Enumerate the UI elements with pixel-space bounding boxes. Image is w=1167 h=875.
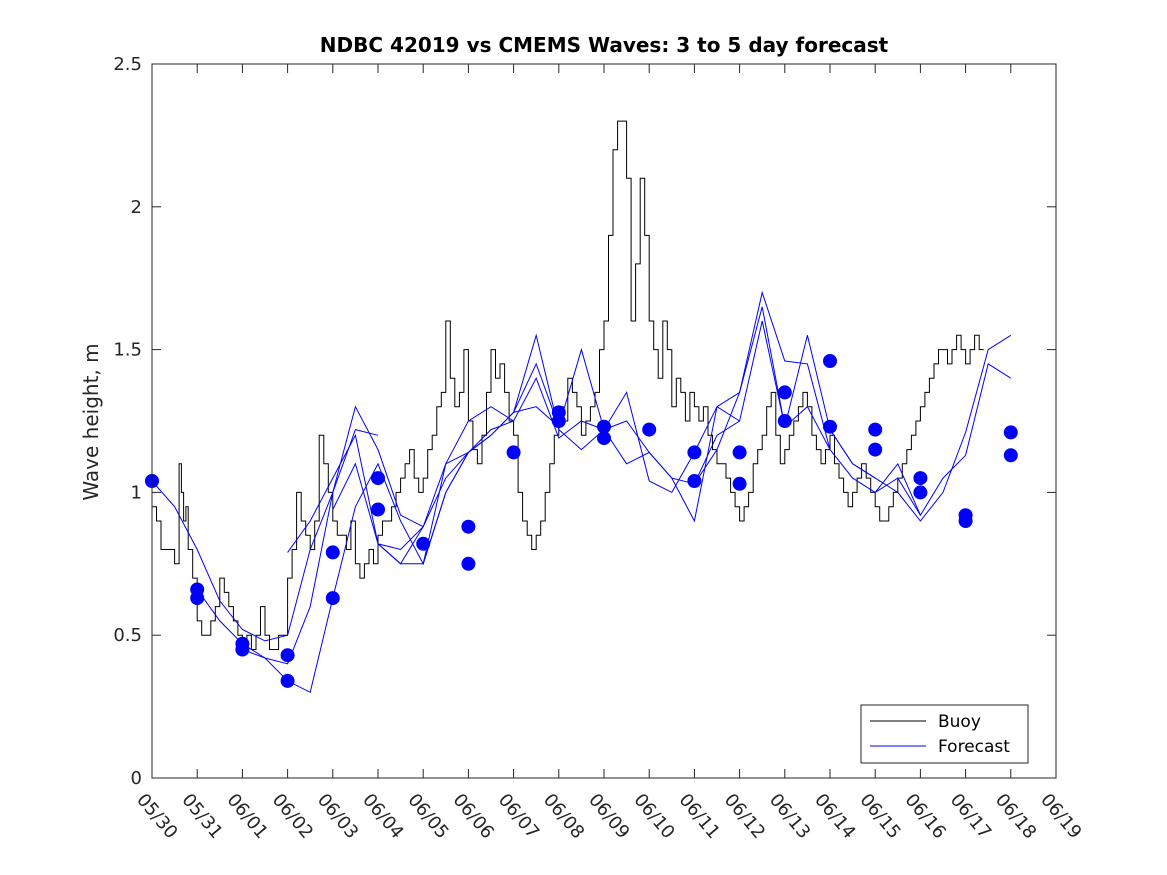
forecast-marker-5 xyxy=(235,642,250,657)
forecast-marker-20 xyxy=(642,422,657,437)
forecast-marker-21 xyxy=(687,445,702,460)
forecast-marker-13 xyxy=(461,519,476,534)
legend-buoy-label: Buoy xyxy=(938,712,981,732)
forecast-marker-28 xyxy=(823,419,837,434)
forecast-run-line-12 xyxy=(829,334,1012,522)
forecast-marker-19 xyxy=(597,431,611,446)
forecast-marker-29 xyxy=(868,422,883,437)
legend-forecast-label: Forecast xyxy=(938,737,1010,757)
forecast-marker-30 xyxy=(868,442,883,457)
forecast-marker-17 xyxy=(551,414,566,428)
forecast-marker-25 xyxy=(777,385,792,400)
chart-title: NDBC 42019 vs CMEMS Waves: 3 to 5 day fo… xyxy=(320,33,889,57)
forecast-marker-22 xyxy=(687,474,702,488)
forecast-marker-7 xyxy=(280,673,295,688)
y-tick-label-3: 1.5 xyxy=(113,340,142,361)
forecast-marker-32 xyxy=(913,485,928,500)
y-tick-label-1: 0.5 xyxy=(113,625,142,646)
forecast-marker-11 xyxy=(371,502,385,517)
forecast-run-line-7 xyxy=(422,376,650,564)
forecast-marker-35 xyxy=(1003,425,1018,440)
forecast-marker-10 xyxy=(371,471,385,486)
forecast-run-line-1 xyxy=(151,429,379,642)
forecast-run-line-5 xyxy=(332,362,560,565)
y-axis-label: Wave height, m xyxy=(79,343,103,500)
forecast-marker-9 xyxy=(325,591,340,606)
forecast-marker-34 xyxy=(958,514,973,528)
forecast-marker-15 xyxy=(506,445,521,460)
forecast-marker-3 xyxy=(190,591,205,606)
forecast-run-line-13 xyxy=(874,363,1012,517)
forecast-run-line-8 xyxy=(513,347,740,485)
forecast-marker-14 xyxy=(461,556,476,571)
y-tick-label-4: 2 xyxy=(131,197,142,218)
forecast-marker-8 xyxy=(325,545,340,560)
buoy-series-line xyxy=(152,120,984,650)
plot-area: 00.511.522.505/3005/3106/0106/0206/0306/… xyxy=(113,54,1085,843)
forecast-run-line-6 xyxy=(377,333,605,565)
forecast-marker-31 xyxy=(913,471,928,486)
forecast-marker-26 xyxy=(777,414,792,428)
y-tick-label-0: 0 xyxy=(131,768,142,789)
forecast-marker-23 xyxy=(732,445,747,460)
forecast-run-line-2 xyxy=(196,405,424,665)
forecast-marker-12 xyxy=(416,536,431,551)
forecast-marker-27 xyxy=(823,354,837,368)
y-tick-label-2: 1 xyxy=(131,482,142,503)
forecast-marker-36 xyxy=(1003,448,1018,463)
forecast-marker-24 xyxy=(732,476,747,491)
legend-box xyxy=(860,704,1029,764)
forecast-run-line-4 xyxy=(287,406,514,553)
forecast-marker-6 xyxy=(280,648,295,663)
y-tick-label-5: 2.5 xyxy=(113,54,142,75)
legend: Buoy Forecast xyxy=(860,704,1029,764)
forecast-run-line-11 xyxy=(693,306,921,516)
